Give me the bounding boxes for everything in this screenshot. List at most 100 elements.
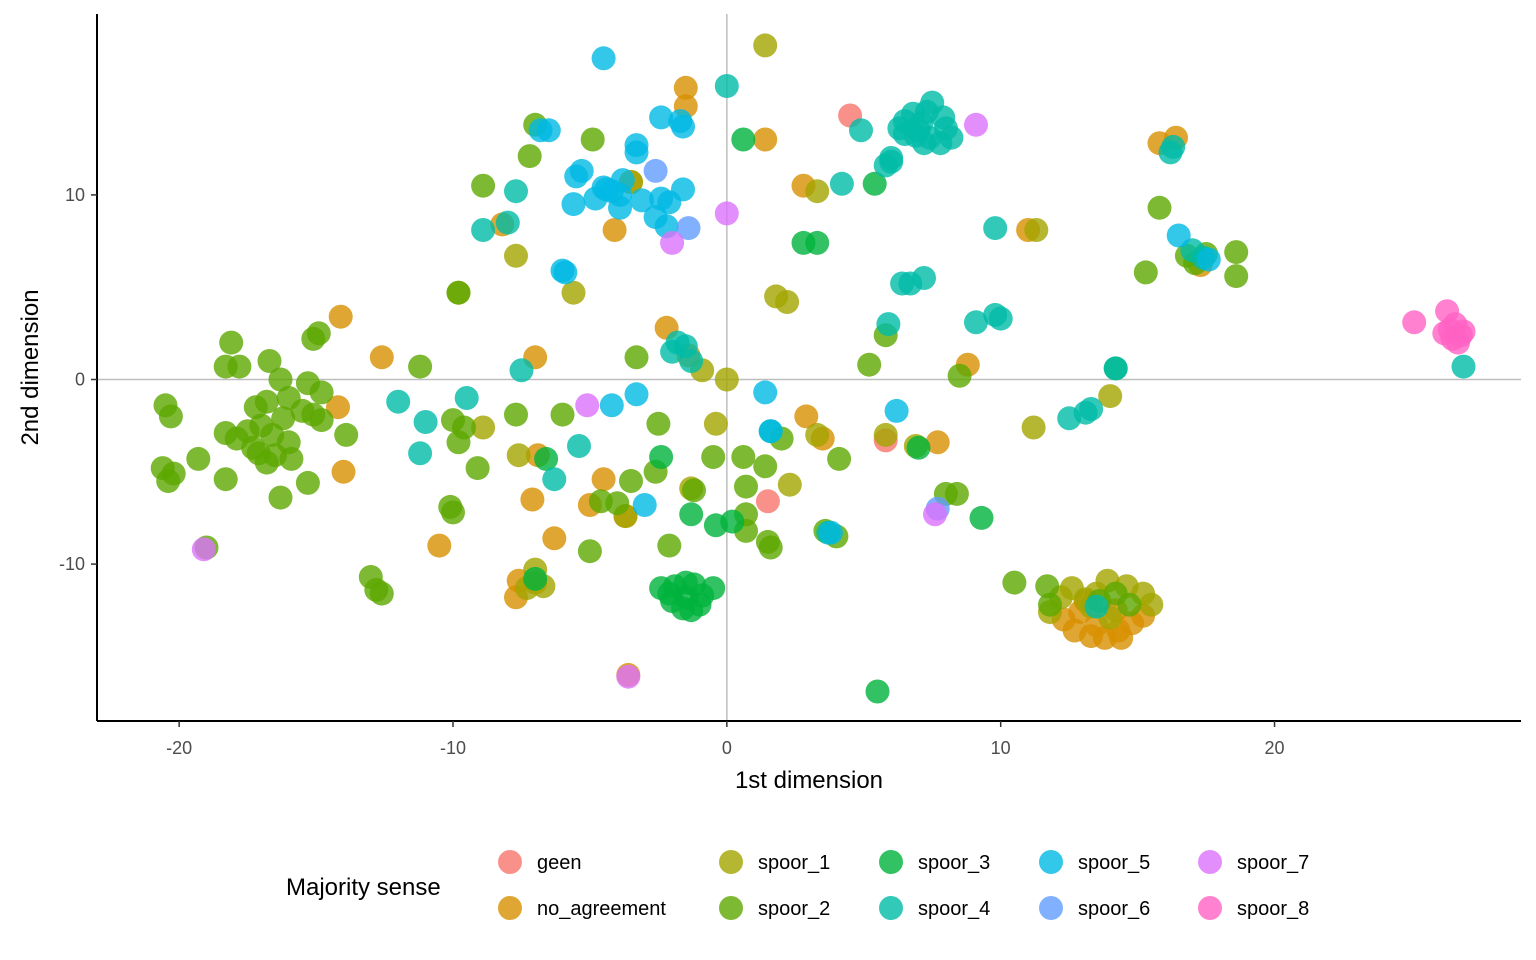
point-spoor_5-23 bbox=[553, 260, 578, 285]
point-no_agreement-18 bbox=[794, 404, 819, 429]
legend-key-spoor_7 bbox=[1198, 850, 1222, 874]
y-tick-label: -10 bbox=[59, 554, 85, 574]
point-spoor_5-27 bbox=[753, 380, 778, 405]
point-spoor_2-80 bbox=[1002, 570, 1027, 595]
point-spoor_2-31 bbox=[309, 408, 334, 433]
point-spoor_5-24 bbox=[624, 382, 649, 407]
point-spoor_5-26 bbox=[632, 493, 657, 517]
point-spoor_1-24 bbox=[1024, 218, 1049, 242]
legend-title: Majority sense bbox=[286, 874, 441, 901]
point-spoor_3-19 bbox=[690, 583, 715, 608]
x-tick-label: -10 bbox=[440, 738, 466, 758]
x-tick-label: 10 bbox=[991, 738, 1011, 758]
point-spoor_5-34 bbox=[594, 177, 619, 202]
point-spoor_2-58 bbox=[619, 469, 643, 493]
point-spoor_1-7 bbox=[775, 290, 800, 314]
point-spoor_2-52 bbox=[465, 456, 490, 481]
point-spoor_5-0 bbox=[591, 46, 616, 71]
point-no_agreement-17 bbox=[925, 430, 950, 455]
point-spoor_1-3 bbox=[504, 243, 528, 268]
point-spoor_2-93 bbox=[1103, 581, 1128, 606]
point-spoor_5-33 bbox=[649, 186, 674, 211]
point-spoor_2-82 bbox=[1038, 592, 1062, 617]
point-spoor_4-46 bbox=[1103, 356, 1128, 381]
point-spoor_2-45 bbox=[369, 581, 394, 606]
point-spoor_3-0 bbox=[731, 127, 756, 152]
point-spoor_4-25 bbox=[673, 334, 698, 359]
point-spoor_6-1 bbox=[676, 216, 701, 241]
point-spoor_7-1 bbox=[660, 230, 685, 255]
point-no_agreement-26 bbox=[427, 533, 452, 558]
point-no_agreement-21 bbox=[520, 487, 545, 512]
point-spoor_2-83 bbox=[1133, 260, 1158, 285]
point-spoor_5-32 bbox=[1196, 247, 1221, 272]
point-spoor_4-35 bbox=[876, 312, 901, 337]
point-spoor_2-2 bbox=[580, 127, 605, 152]
point-spoor_1-35 bbox=[1139, 592, 1164, 617]
point-spoor_5-5 bbox=[624, 133, 649, 158]
point-spoor_4-52 bbox=[879, 149, 904, 174]
point-spoor_1-0 bbox=[753, 33, 778, 58]
point-spoor_4-32 bbox=[542, 467, 567, 492]
y-axis-title: 2nd dimension bbox=[17, 289, 44, 445]
point-spoor_1-23 bbox=[1098, 384, 1123, 409]
legend-key-spoor_8 bbox=[1198, 896, 1222, 920]
point-spoor_1-5 bbox=[561, 280, 586, 305]
legend-label-geen: geen bbox=[537, 852, 582, 874]
point-spoor_2-11 bbox=[268, 367, 293, 392]
point-spoor_7-4 bbox=[923, 502, 947, 527]
point-spoor_2-65 bbox=[734, 474, 758, 499]
point-spoor_2-63 bbox=[701, 445, 726, 469]
legend-label-spoor_5: spoor_5 bbox=[1078, 852, 1150, 874]
legend: Majority sense geenno_agreementspoor_1sp… bbox=[286, 850, 1309, 920]
data-points bbox=[150, 33, 1476, 704]
point-no_agreement-28 bbox=[326, 395, 350, 420]
point-spoor_5-29 bbox=[818, 520, 843, 545]
point-spoor_2-36 bbox=[186, 446, 211, 471]
point-spoor_2-68 bbox=[753, 454, 778, 479]
point-spoor_4-20 bbox=[495, 210, 520, 235]
point-spoor_4-51 bbox=[1451, 354, 1476, 379]
point-spoor_5-2 bbox=[528, 118, 553, 143]
point-spoor_2-57 bbox=[605, 491, 630, 516]
legend-key-spoor_2 bbox=[719, 896, 743, 920]
point-no_agreement-6 bbox=[328, 304, 353, 329]
point-spoor_4-17 bbox=[829, 171, 854, 196]
point-spoor_4-42 bbox=[983, 216, 1008, 241]
x-axis-title: 1st dimension bbox=[735, 767, 883, 794]
point-spoor_2-32 bbox=[334, 422, 359, 447]
point-spoor_2-62 bbox=[682, 478, 706, 503]
x-tick-label: 20 bbox=[1265, 738, 1285, 758]
legend-label-spoor_4: spoor_4 bbox=[918, 898, 990, 920]
point-spoor_2-6 bbox=[301, 326, 326, 351]
point-spoor_3-2 bbox=[791, 230, 816, 255]
point-spoor_2-46 bbox=[408, 354, 433, 379]
point-spoor_7-6 bbox=[191, 537, 216, 562]
point-spoor_4-54 bbox=[1084, 594, 1109, 619]
y-tick-label: 0 bbox=[75, 369, 85, 389]
point-spoor_3-20 bbox=[673, 570, 698, 595]
tick-labels: -20 -10 0 10 20 -10 0 10 bbox=[59, 185, 1285, 758]
point-spoor_7-3 bbox=[575, 393, 600, 418]
point-spoor_1-19 bbox=[805, 422, 830, 447]
point-spoor_2-88 bbox=[1224, 264, 1249, 289]
legend-label-spoor_3: spoor_3 bbox=[918, 852, 990, 874]
point-spoor_3-6 bbox=[679, 502, 704, 527]
point-spoor_5-25 bbox=[599, 393, 624, 418]
point-spoor_2-10 bbox=[213, 354, 238, 379]
point-spoor_4-27 bbox=[454, 386, 479, 410]
legend-label-spoor_6: spoor_6 bbox=[1078, 898, 1150, 920]
point-no_agreement-43 bbox=[1109, 625, 1134, 650]
point-spoor_4-30 bbox=[408, 441, 433, 466]
point-no_agreement-2 bbox=[753, 127, 778, 152]
point-spoor_5-31 bbox=[1166, 223, 1191, 248]
point-spoor_4-12 bbox=[933, 116, 958, 141]
point-spoor_7-0 bbox=[714, 201, 739, 226]
point-spoor_4-26 bbox=[509, 358, 534, 383]
point-spoor_2-4 bbox=[446, 280, 471, 305]
point-spoor_2-60 bbox=[646, 411, 671, 436]
legend-label-spoor_2: spoor_2 bbox=[758, 898, 830, 920]
point-spoor_2-34 bbox=[268, 485, 293, 510]
point-spoor_2-51 bbox=[441, 500, 465, 525]
